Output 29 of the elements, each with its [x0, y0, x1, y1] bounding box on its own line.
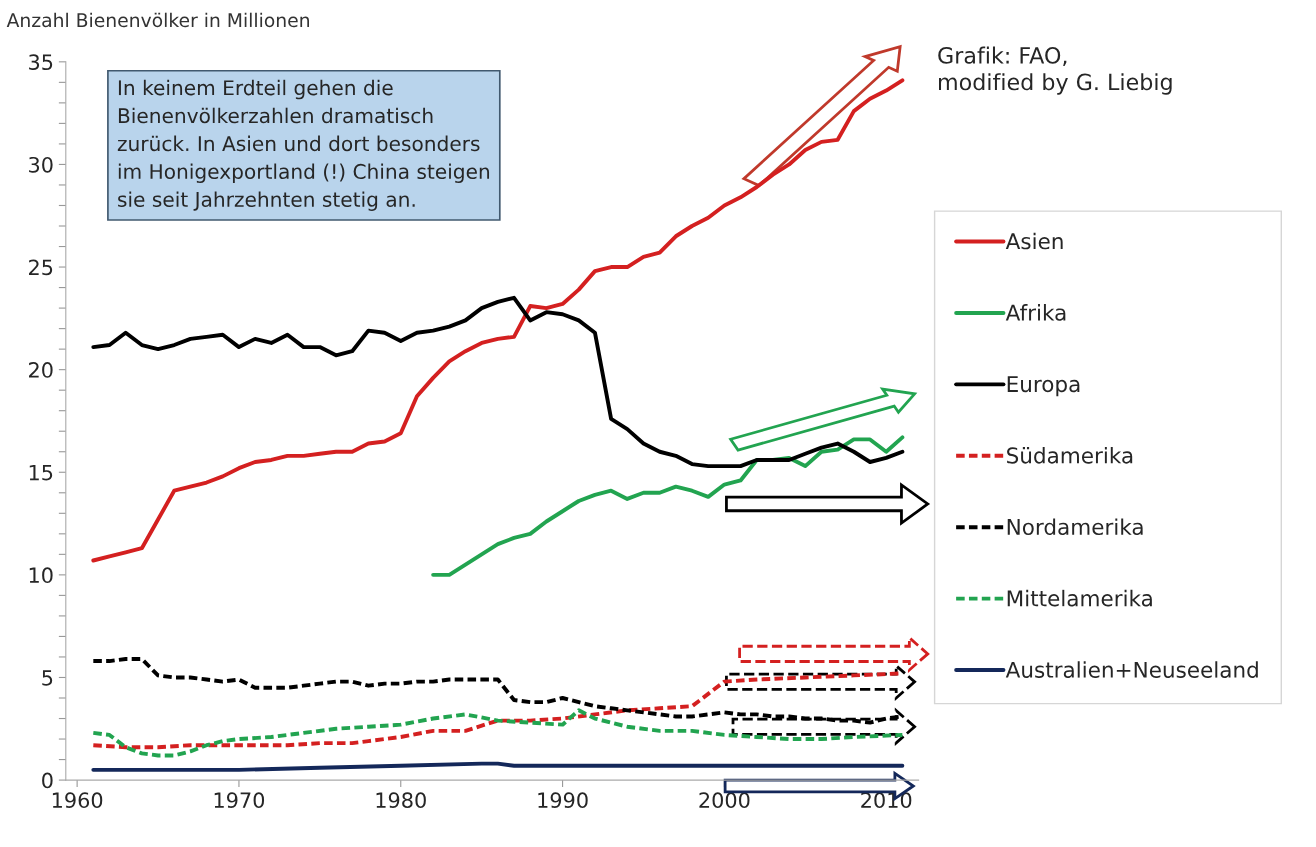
- legend-label: Afrika: [1005, 304, 1066, 321]
- line-series: [91, 295, 905, 469]
- annotation: In keinem Erdteil gehen die Bienenvölkerzahlen dramatisch zurück. In Asien und dort besonders im Honigexportland (!) China steigen sie seit Jahrzehnten stetig an.: [117, 79, 490, 211]
- line-series: [91, 78, 905, 563]
- line-series: [431, 435, 905, 577]
- x-tick-label: 1960: [52, 792, 103, 809]
- y-axis-title: Anzahl Bienenvölker in Millionen: [6, 12, 309, 28]
- x-tick-label: 1970: [214, 792, 265, 809]
- y-tick-label: 30: [29, 156, 53, 173]
- y-tick-label: 10: [29, 567, 53, 584]
- x-tick-label: 1990: [538, 792, 588, 809]
- text: Grafik: FAO, modified by G. Liebig: [938, 46, 1172, 95]
- line-series: [91, 761, 905, 772]
- line-series: [91, 708, 905, 758]
- legend-label: Nordamerika: [1007, 518, 1143, 536]
- y-tick-label: 20: [29, 362, 53, 378]
- y-tick-label: 15: [29, 464, 53, 481]
- x-tick-label: 2010: [861, 792, 912, 809]
- legend-label: Europa: [1007, 376, 1080, 397]
- y-tick-label: 5: [42, 670, 53, 686]
- y-tick-label: 25: [29, 259, 53, 276]
- legend-label: Südamerika: [1007, 446, 1133, 464]
- legend-label: Australien+Neuseeland: [1005, 661, 1258, 678]
- y-tick-label: 0: [42, 772, 53, 789]
- x-tick-label: 2000: [699, 792, 750, 809]
- legend-label: Mittelamerika: [1007, 589, 1152, 607]
- x-tick-label: 1980: [376, 792, 426, 809]
- legend-label: Asien: [1005, 232, 1063, 250]
- y-tick-label: 35: [29, 54, 53, 71]
